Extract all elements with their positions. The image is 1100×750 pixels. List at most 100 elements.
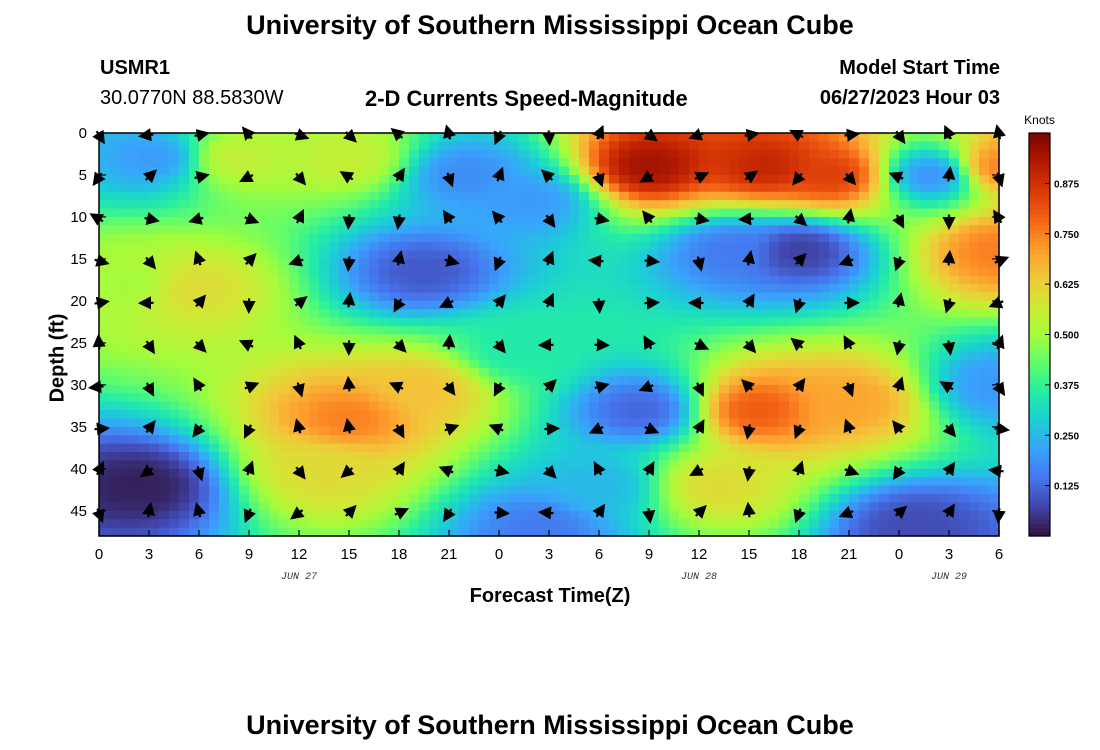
heatmap-cell [679, 510, 690, 520]
heatmap-cell [109, 393, 120, 403]
heatmap-cell [979, 519, 990, 529]
heatmap-cell [229, 258, 240, 268]
heatmap-cell [329, 359, 340, 369]
heatmap-cell [789, 242, 800, 252]
heatmap-cell [729, 250, 740, 260]
heatmap-cell [259, 510, 270, 520]
heatmap-cell [829, 401, 840, 411]
x-tick-label: 15 [341, 546, 358, 563]
heatmap-cell [889, 267, 900, 277]
heatmap-cell [109, 519, 120, 529]
heatmap-cell [319, 351, 330, 361]
heatmap-cell [479, 242, 490, 252]
heatmap-cell [889, 250, 900, 260]
heatmap-cell [569, 200, 580, 210]
heatmap-cell [229, 443, 240, 453]
heatmap-cell [439, 191, 450, 201]
heatmap-cell [779, 149, 790, 159]
heatmap-cell [699, 233, 710, 243]
heatmap-cell [379, 233, 390, 243]
heatmap-cell [489, 418, 500, 428]
heatmap-cell [359, 510, 370, 520]
heatmap-cell [419, 300, 430, 310]
heatmap-cell [909, 208, 920, 218]
heatmap-cell [669, 485, 680, 495]
heatmap-cell [529, 200, 540, 210]
heatmap-cell [469, 225, 480, 235]
heatmap-cell [439, 326, 450, 336]
heatmap-cell [919, 233, 930, 243]
heatmap-cell [209, 342, 220, 352]
heatmap-cell [909, 216, 920, 226]
heatmap-cell [679, 174, 690, 184]
heatmap-cell [629, 351, 640, 361]
heatmap-cell [659, 292, 670, 302]
heatmap-cell [799, 368, 810, 378]
heatmap-cell [399, 208, 410, 218]
heatmap-cell [969, 510, 980, 520]
heatmap-cell [939, 452, 950, 462]
current-vector-arrow [244, 212, 260, 225]
current-vector-arrow [540, 169, 556, 184]
heatmap-cell [459, 191, 470, 201]
heatmap-cell [629, 225, 640, 235]
heatmap-cell [589, 292, 600, 302]
heatmap-cell [219, 418, 230, 428]
heatmap-cell [349, 418, 360, 428]
heatmap-cell [679, 225, 690, 235]
heatmap-cell [699, 225, 710, 235]
heatmap-cell [589, 141, 600, 151]
heatmap-cell [839, 158, 850, 168]
heatmap-cell [99, 292, 110, 302]
heatmap-cell [559, 460, 570, 470]
heatmap-cell [559, 384, 570, 394]
heatmap-cell [439, 477, 450, 487]
heatmap-cell [679, 258, 690, 268]
heatmap-cell [139, 393, 150, 403]
heatmap-cell [549, 452, 560, 462]
heatmap-cell [799, 326, 810, 336]
heatmap-cell [939, 149, 950, 159]
heatmap-cell [489, 376, 500, 386]
colorbar-segment [1029, 153, 1050, 158]
heatmap-cell [189, 527, 200, 537]
heatmap-cell [569, 326, 580, 336]
heatmap-cell [639, 166, 650, 176]
heatmap-cell [399, 443, 410, 453]
heatmap-cell [219, 242, 230, 252]
heatmap-cell [659, 158, 670, 168]
heatmap-cell [649, 452, 660, 462]
heatmap-cell [159, 141, 170, 151]
heatmap-cell [549, 183, 560, 193]
heatmap-cell [639, 300, 650, 310]
heatmap-cell [519, 191, 530, 201]
heatmap-cell [979, 342, 990, 352]
heatmap-cell [139, 208, 150, 218]
heatmap-cell [809, 133, 820, 142]
heatmap-cell [539, 334, 550, 344]
heatmap-cell [969, 435, 980, 445]
colorbar-tick-label: 0.250 [1054, 431, 1079, 442]
current-vector-arrow [843, 335, 856, 350]
heatmap-cell [129, 510, 140, 520]
heatmap-cell [549, 242, 560, 252]
colorbar-segment [1029, 358, 1050, 364]
heatmap-cell [179, 435, 190, 445]
heatmap-cell [219, 149, 230, 159]
heatmap-cell [559, 200, 570, 210]
heatmap-cell [359, 284, 370, 294]
heatmap-cell [519, 401, 530, 411]
heatmap-cell [239, 334, 250, 344]
heatmap-cell [179, 502, 190, 512]
heatmap-cell [169, 200, 180, 210]
colorbar-segment [1029, 274, 1050, 279]
heatmap-cell [119, 174, 130, 184]
heatmap-cell [249, 242, 260, 252]
heatmap-cell [459, 317, 470, 327]
heatmap-cell [269, 326, 280, 336]
heatmap-cell [249, 452, 260, 462]
heatmap-cell [789, 443, 800, 453]
heatmap-cell [159, 133, 170, 142]
heatmap-cell [369, 334, 380, 344]
